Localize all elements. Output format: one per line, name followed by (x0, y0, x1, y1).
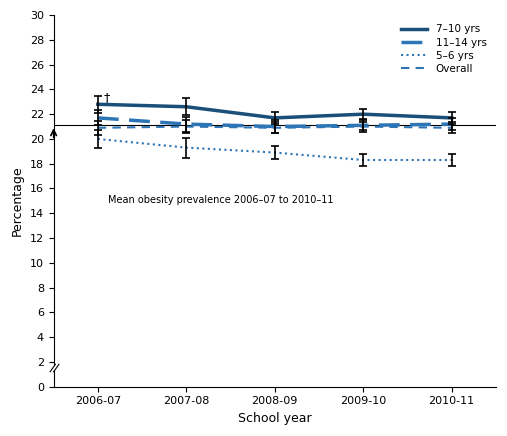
Y-axis label: Percentage: Percentage (11, 166, 24, 236)
Text: †: † (104, 91, 111, 104)
X-axis label: School year: School year (238, 412, 312, 425)
Legend: 7–10 yrs, 11–14 yrs, 5–6 yrs, Overall: 7–10 yrs, 11–14 yrs, 5–6 yrs, Overall (397, 20, 491, 78)
Text: Mean obesity prevalence 2006–07 to 2010–11: Mean obesity prevalence 2006–07 to 2010–… (108, 195, 334, 205)
